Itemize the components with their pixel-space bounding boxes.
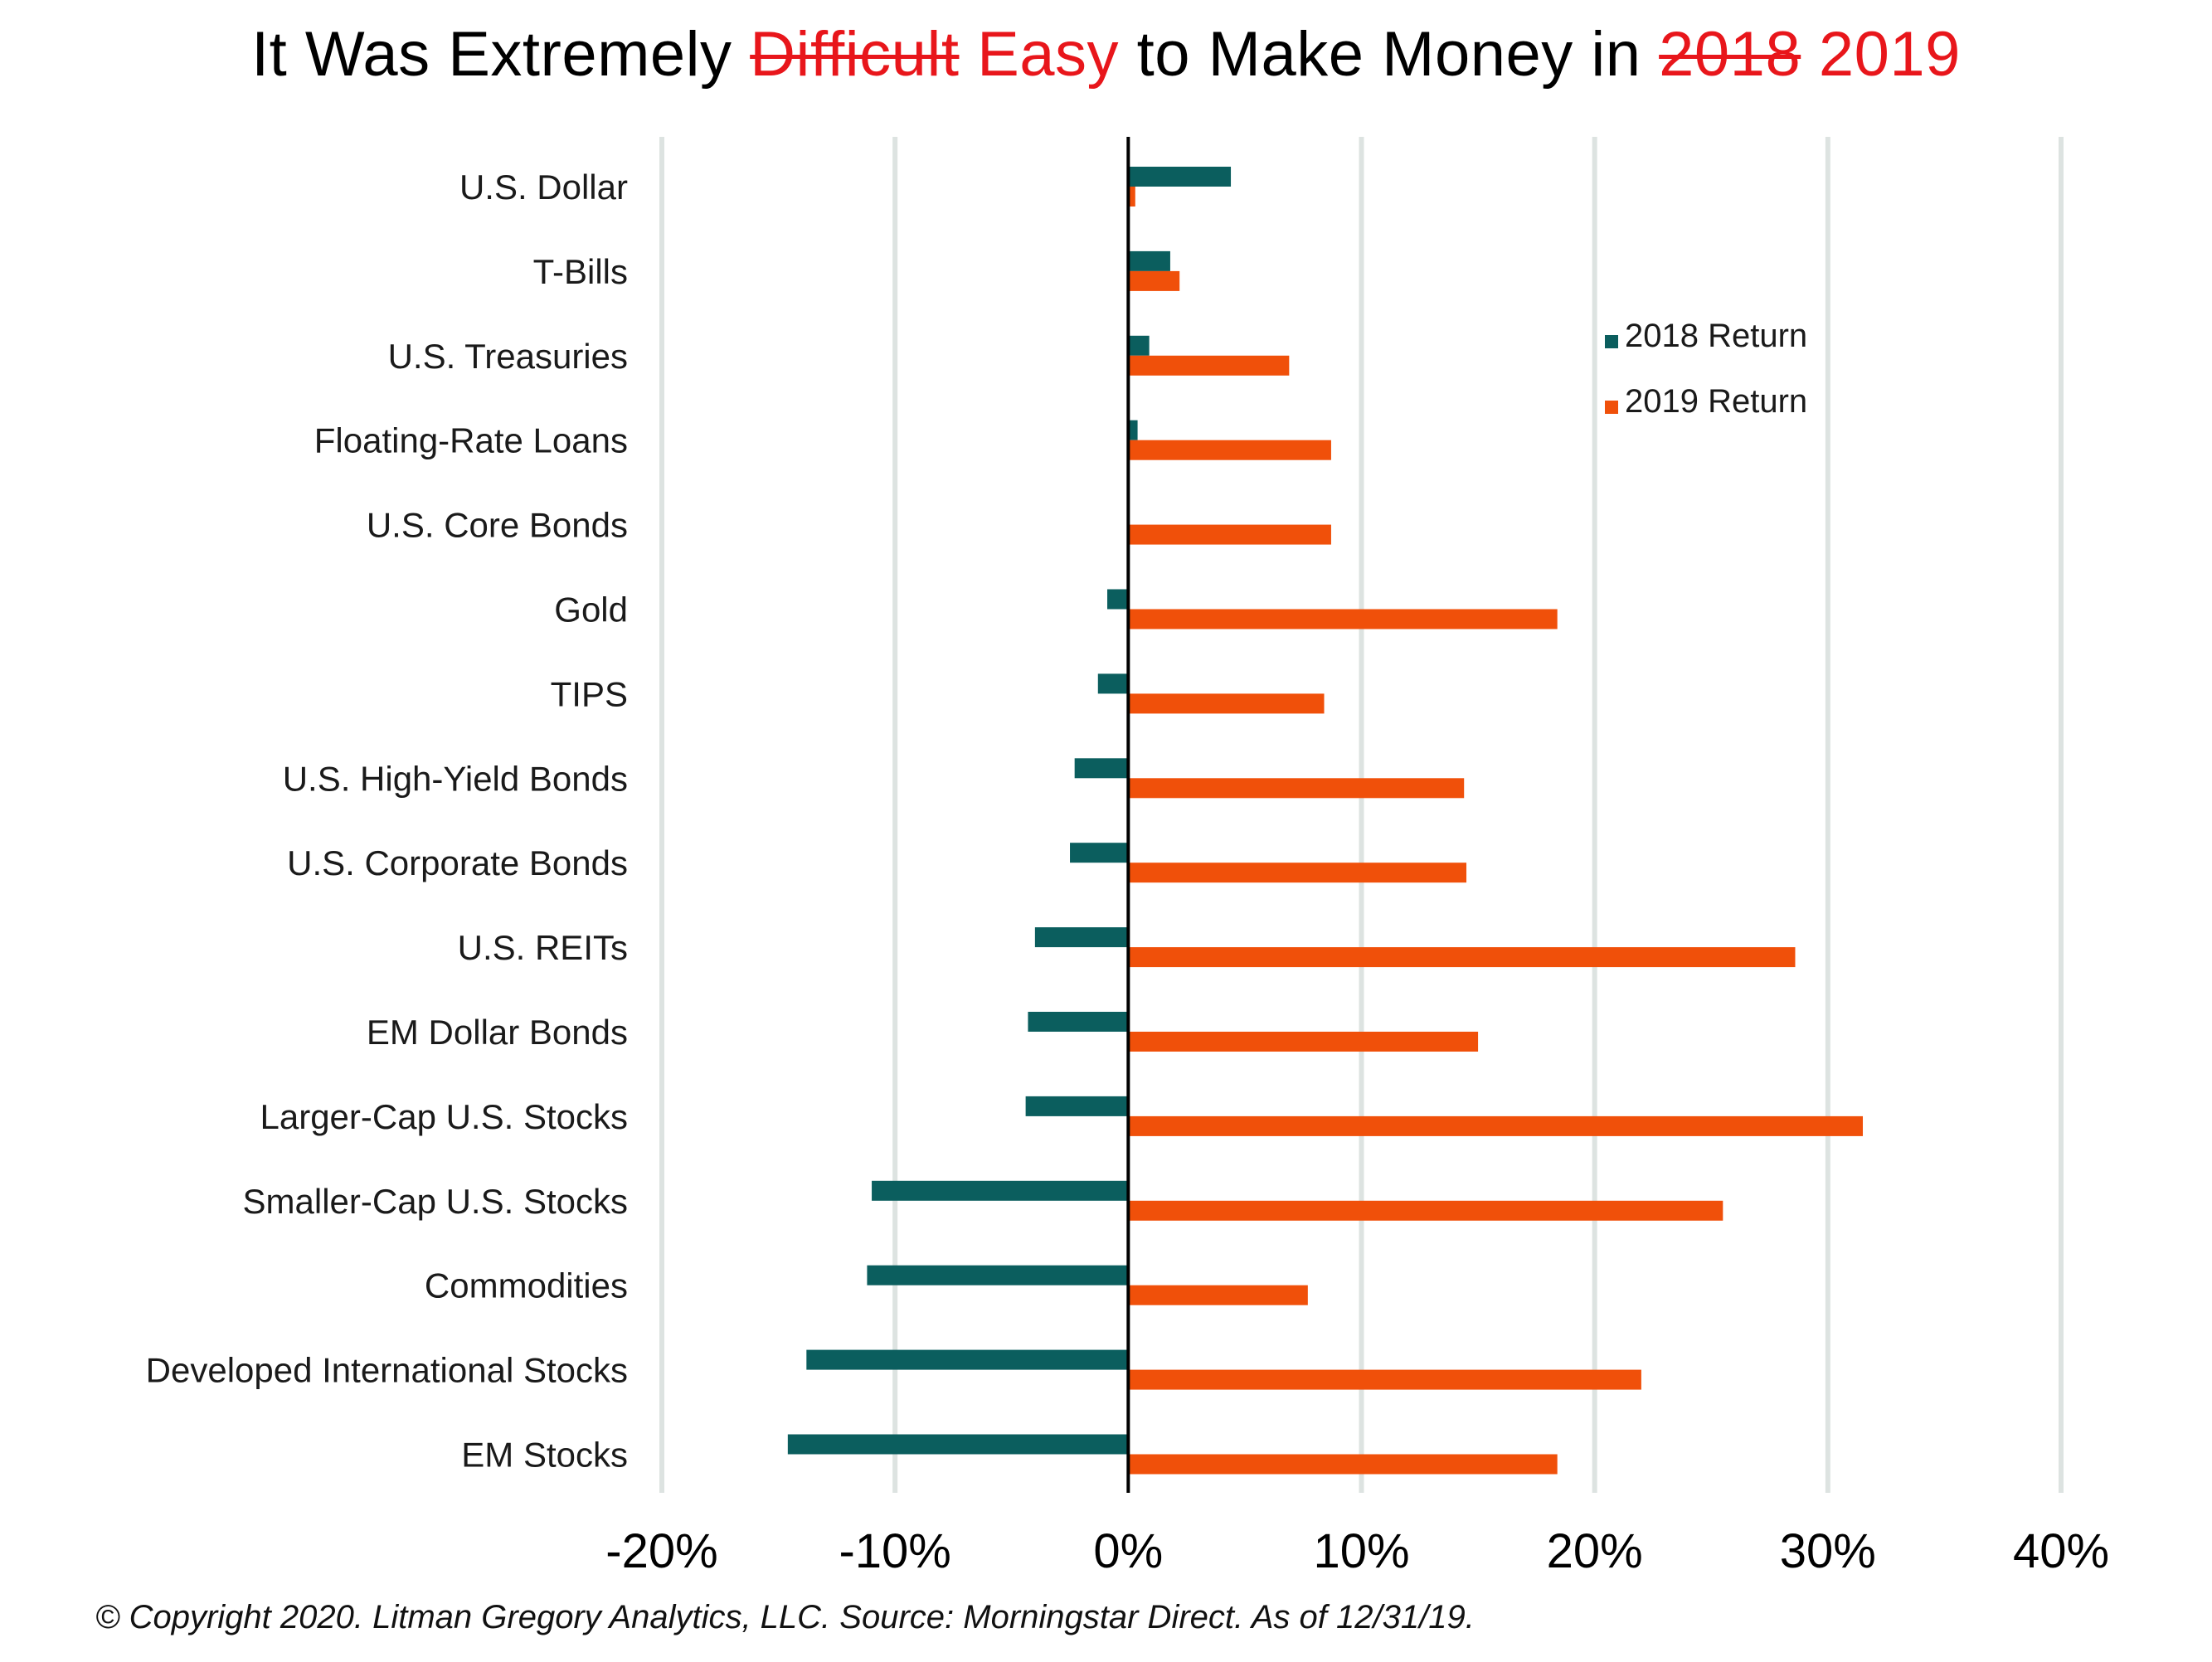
bar-2019 — [1128, 1369, 1641, 1390]
bar-2018 — [1128, 167, 1232, 187]
category-label: Smaller-Cap U.S. Stocks — [243, 1182, 628, 1221]
legend-swatch — [1605, 335, 1618, 348]
x-tick-labels: -20% -10% 0% 10% 20% 30% 40% — [605, 1524, 2109, 1578]
x-tick-label: -20% — [605, 1524, 717, 1578]
title-replacement-year: 2019 — [1818, 19, 1961, 90]
legend: 2018 Return 2019 Return — [1605, 318, 1807, 420]
bar-2018 — [1025, 1096, 1129, 1116]
bar-2019 — [1128, 1115, 1864, 1136]
category-label: Larger-Cap U.S. Stocks — [260, 1097, 628, 1136]
category-label: EM Dollar Bonds — [367, 1013, 628, 1052]
title-replacement-word: Easy — [977, 19, 1120, 90]
bar-2018 — [1034, 927, 1129, 948]
bar-2018 — [867, 1265, 1129, 1285]
category-label: U.S. High-Yield Bonds — [283, 759, 628, 798]
bar-2018 — [787, 1434, 1129, 1455]
x-tick-label: 0% — [1093, 1524, 1163, 1578]
bar-2019 — [1128, 187, 1135, 207]
bar-2018 — [1074, 758, 1129, 779]
category-label: TIPS — [551, 674, 628, 713]
bar-2019 — [1128, 1200, 1723, 1221]
bar-2019 — [1128, 1285, 1308, 1305]
bar-2019 — [1128, 947, 1796, 968]
bar-2019 — [1128, 270, 1180, 291]
category-label: Floating-Rate Loans — [314, 421, 628, 460]
bar-2018 — [1097, 673, 1129, 694]
bar-2018 — [806, 1349, 1129, 1370]
chart-title: It Was Extremely Difficult Easy to Make … — [0, 18, 2212, 90]
title-struck-word: Difficult — [750, 19, 960, 90]
category-label: Commodities — [425, 1266, 628, 1305]
bar-2018 — [1070, 843, 1129, 863]
bar-2018 — [1107, 589, 1129, 610]
bar-2019 — [1128, 440, 1331, 460]
bar-2019 — [1128, 863, 1467, 883]
category-label: U.S. Core Bonds — [367, 506, 628, 545]
footnote: © Copyright 2020. Litman Gregory Analyti… — [95, 1599, 1475, 1635]
bar-2019 — [1128, 524, 1331, 545]
bar-2018 — [872, 1180, 1129, 1201]
legend-label: 2018 Return — [1625, 318, 1807, 354]
x-tick-label: 20% — [1547, 1524, 1643, 1578]
category-label: U.S. Corporate Bonds — [287, 843, 628, 882]
x-tick-label: -10% — [839, 1524, 950, 1578]
category-label: U.S. Dollar — [459, 168, 628, 207]
bar-2018 — [1028, 1012, 1129, 1032]
category-label: Developed International Stocks — [146, 1351, 628, 1390]
bar-2019 — [1128, 778, 1465, 799]
bar-2019 — [1128, 1454, 1558, 1475]
bars — [787, 167, 1864, 1475]
x-tick-label: 40% — [2013, 1524, 2109, 1578]
bar-2018 — [1128, 335, 1150, 356]
category-label: T-Bills — [533, 252, 628, 291]
category-label: EM Stocks — [461, 1436, 628, 1475]
legend-label: 2019 Return — [1625, 383, 1807, 420]
bar-2018 — [1128, 250, 1170, 271]
title-part2: to Make Money in — [1136, 19, 1641, 90]
legend-swatch — [1605, 401, 1618, 414]
title-part1: It Was Extremely — [251, 19, 732, 90]
bar-2018 — [1128, 420, 1138, 440]
category-label: U.S. REITs — [458, 928, 628, 967]
x-tick-label: 10% — [1313, 1524, 1409, 1578]
title-struck-year: 2018 — [1659, 19, 1801, 90]
bar-2019 — [1128, 355, 1290, 376]
category-labels: U.S. Dollar T-Bills U.S. Treasuries Floatin… — [146, 168, 628, 1475]
gridlines — [659, 137, 2064, 1493]
category-label: Gold — [554, 590, 628, 629]
bar-2019 — [1128, 1032, 1479, 1052]
category-label: U.S. Treasuries — [388, 337, 628, 376]
x-tick-label: 30% — [1780, 1524, 1876, 1578]
bar-2019 — [1128, 609, 1558, 629]
bar-2019 — [1128, 693, 1325, 714]
